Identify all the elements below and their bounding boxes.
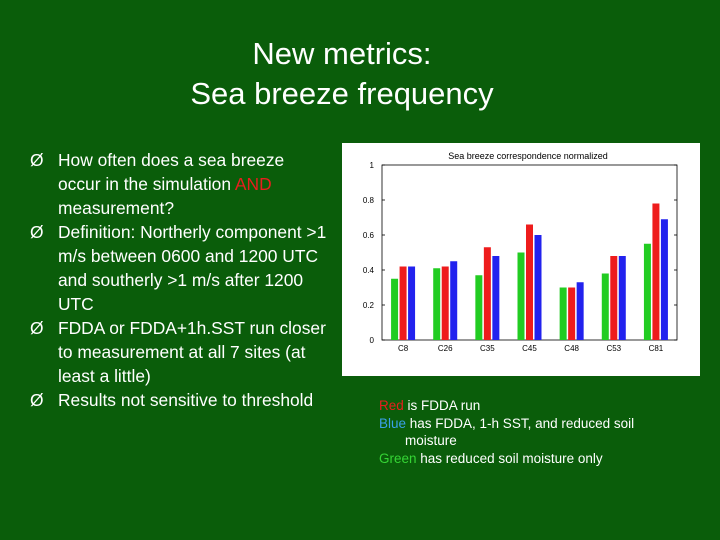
y-tick-label: 0.6 <box>363 231 375 240</box>
bar <box>433 268 441 340</box>
bar <box>576 282 584 340</box>
legend-green-word: Green <box>379 450 417 466</box>
chart-labels: 0 0.2 0.4 0.6 0.8 1 C8 C26 C35 C45 C48 C53 C81 <box>363 161 664 353</box>
legend-line-green: Green has reduced soil moisture only <box>379 450 699 468</box>
series-legend: Red is FDDA run Blue has FDDA, 1-h SST, … <box>379 397 699 467</box>
legend-line-blue-cont: moisture <box>405 433 457 448</box>
arrow-bullet-icon: Ø <box>30 150 44 170</box>
x-tick-label: C45 <box>522 344 537 353</box>
bar <box>559 287 567 340</box>
bullet-text: Results not sensitive to threshold <box>58 390 314 410</box>
bullet-text-end: measurement? <box>58 198 174 218</box>
bar <box>652 203 660 340</box>
y-tick-label: 0 <box>370 336 375 345</box>
bar <box>483 247 491 340</box>
bar <box>475 275 483 340</box>
bullet-text: How often does a sea breeze occur in the… <box>58 150 285 194</box>
legend-line-red: Red is FDDA run <box>379 397 699 415</box>
arrow-bullet-icon: Ø <box>30 390 44 410</box>
bar <box>618 256 626 340</box>
bullet-list: Ø How often does a sea breeze occur in t… <box>30 148 330 412</box>
bullet-item: Ø Results not sensitive to threshold <box>30 388 330 412</box>
bullet-item: Ø FDDA or FDDA+1h.SST run closer to meas… <box>30 316 330 388</box>
title-line-1: New metrics: <box>252 36 432 71</box>
y-tick-label: 1 <box>370 161 375 170</box>
y-tick-label: 0.2 <box>363 301 375 310</box>
bar <box>517 252 525 340</box>
chart-panel: Sea breeze correspondence normalized 0 0.… <box>342 143 700 376</box>
y-tick-label: 0.4 <box>363 266 375 275</box>
bar <box>408 266 416 340</box>
x-tick-label: C26 <box>438 344 453 353</box>
legend-red-word: Red <box>379 398 404 413</box>
chart-bars <box>391 203 668 340</box>
x-tick-label: C8 <box>398 344 409 353</box>
bullet-text: Definition: Northerly component >1 m/s b… <box>58 222 327 314</box>
bullet-item: Ø How often does a sea breeze occur in t… <box>30 148 330 220</box>
bar <box>610 256 618 340</box>
bar <box>660 219 668 340</box>
title-line-2: Sea breeze frequency <box>190 76 494 111</box>
bullet-text: FDDA or FDDA+1h.SST run closer to measur… <box>58 318 326 386</box>
bar <box>450 261 458 340</box>
bar-chart: Sea breeze correspondence normalized 0 0.… <box>363 151 678 353</box>
arrow-bullet-icon: Ø <box>30 318 44 338</box>
bar <box>643 243 651 340</box>
bullet-item: Ø Definition: Northerly component >1 m/s… <box>30 220 330 316</box>
x-tick-label: C48 <box>564 344 579 353</box>
legend-green-text: has reduced soil moisture only <box>416 450 603 466</box>
bar <box>391 278 399 340</box>
x-tick-label: C81 <box>649 344 664 353</box>
y-tick-label: 0.8 <box>363 196 375 205</box>
arrow-bullet-icon: Ø <box>30 222 44 242</box>
legend-blue-text: has FDDA, 1-h SST, and reduced soil <box>406 415 635 431</box>
bullet-highlight: AND <box>234 174 272 194</box>
slide-title: New metrics: Sea breeze frequency <box>0 34 684 114</box>
chart-title: Sea breeze correspondence normalized <box>448 151 608 161</box>
bar <box>526 224 533 340</box>
legend-line-blue: Blue has FDDA, 1-h SST, and reduced soil <box>379 415 699 433</box>
bar <box>492 256 500 340</box>
x-tick-label: C35 <box>480 344 495 353</box>
legend-red-text: is FDDA run <box>403 398 481 413</box>
bar <box>601 273 609 340</box>
legend-blue-word: Blue <box>379 415 407 431</box>
bar <box>399 266 407 340</box>
bar <box>441 266 449 340</box>
bar <box>534 235 542 340</box>
x-tick-label: C53 <box>606 344 621 353</box>
bar <box>568 287 576 340</box>
